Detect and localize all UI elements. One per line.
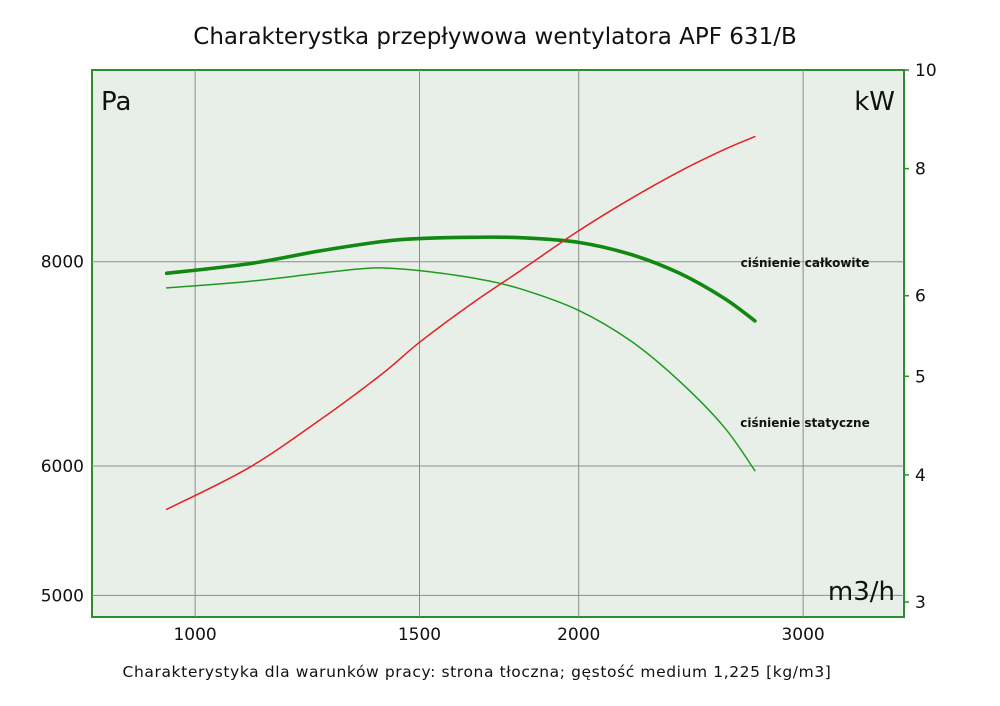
total-pressure-line [164, 235, 757, 323]
total-pressure-label: ciśnienie całkowite [741, 256, 870, 270]
right-axis-unit: kW [854, 87, 895, 117]
chart-footnote: Charakterystyka dla warunków pracy: stro… [123, 663, 832, 681]
y-right-tick-label: 8 [915, 160, 926, 180]
left-axis-unit: Pa [101, 87, 131, 117]
y-right-tick-label: 3 [915, 593, 926, 613]
y-right-tick-label: 10 [915, 61, 937, 81]
static-pressure-line [165, 267, 756, 472]
x-axis-unit: m3/h [828, 577, 895, 607]
x-tick-label: 1500 [398, 625, 441, 645]
x-tick-label: 2000 [557, 625, 600, 645]
static-pressure-label: ciśnienie statyczne [740, 416, 869, 430]
plot-area [91, 69, 905, 618]
y-right-tick-label: 4 [915, 466, 926, 486]
y-right-tick-label: 5 [915, 367, 926, 387]
power-line [165, 135, 756, 511]
x-tick-label: 3000 [781, 625, 824, 645]
data-series [164, 135, 757, 511]
y-left-tick-label: 8000 [41, 253, 84, 273]
grid [92, 70, 904, 617]
y-left-tick-label: 6000 [41, 457, 84, 477]
y-left-tick-label: 5000 [41, 586, 84, 606]
x-tick-label: 1000 [173, 625, 216, 645]
axis-ticks: 1000 1500 2000 3000 5000 6000 8000 3 4 5 6 8 10 [41, 61, 937, 645]
y-right-tick-label: 6 [915, 287, 926, 307]
chart-title: Charakterystka przepływowa wentylatora A… [193, 24, 796, 50]
